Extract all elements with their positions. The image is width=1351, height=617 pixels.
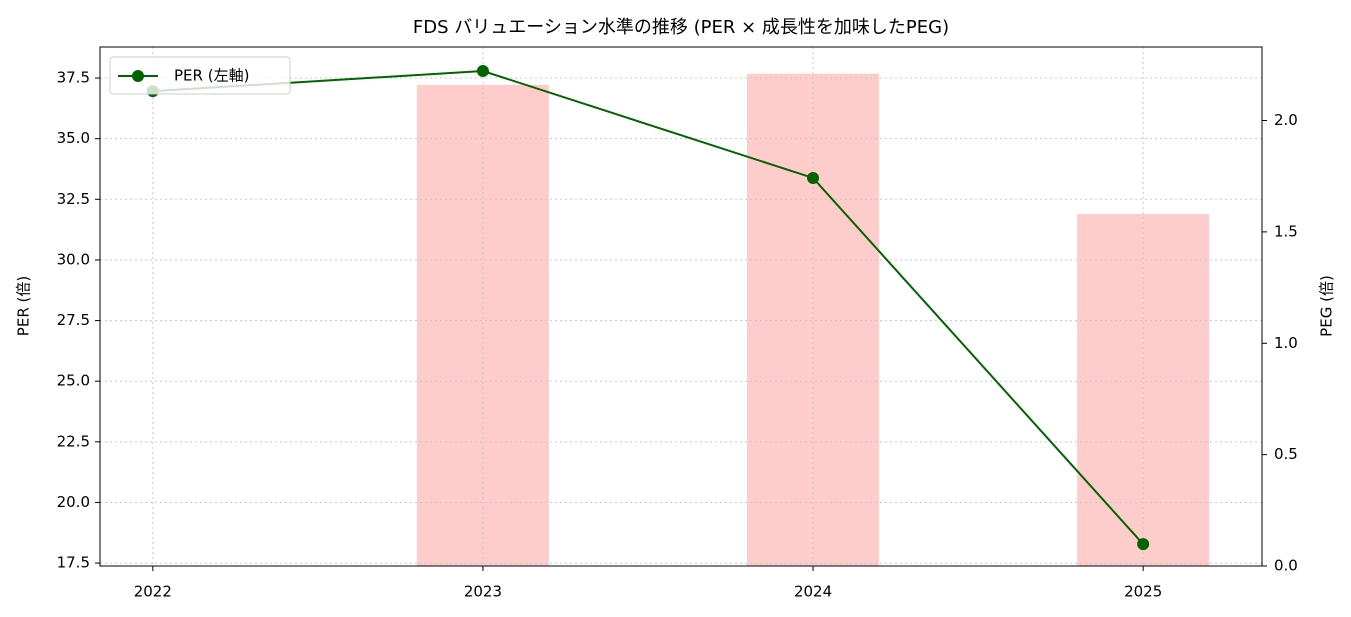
grid-layer — [100, 47, 1262, 566]
y2-tick-label: 1.5 — [1274, 222, 1298, 240]
legend: PER (左軸) — [109, 56, 291, 95]
y-tick-label: 35.0 — [57, 129, 90, 147]
line — [152, 70, 1144, 545]
y-axis-label: PER (倍) — [15, 276, 33, 336]
y-tick-label: 22.5 — [57, 432, 90, 450]
legend-box — [109, 56, 291, 95]
y2-tick-label: 1.0 — [1274, 334, 1298, 352]
chart-title: FDS バリュエーション水準の推移 (PER × 成長性を加味したPEG) — [413, 17, 949, 38]
y2-tick-label: 0.5 — [1274, 445, 1298, 463]
y-tick-label: 25.0 — [57, 372, 90, 390]
y-tick-label: 17.5 — [57, 554, 90, 572]
legend-label: PER (左軸) — [174, 67, 249, 85]
marker — [476, 65, 489, 78]
marker — [807, 171, 820, 184]
x-tick-label: 2023 — [464, 583, 502, 601]
x-tick-label: 2024 — [794, 583, 832, 601]
y-tick-label: 20.0 — [57, 493, 90, 511]
y2-tick-label: 2.0 — [1274, 111, 1298, 129]
y-tick-label: 37.5 — [57, 69, 90, 87]
marker — [1137, 538, 1150, 551]
plot-frame — [99, 46, 1263, 567]
legend-marker — [132, 70, 144, 82]
bar — [416, 84, 549, 567]
line-layer — [146, 65, 1150, 551]
y-tick-label: 27.5 — [57, 311, 90, 329]
y-tick-label: 30.0 — [57, 250, 90, 268]
y2-tick-label: 0.0 — [1274, 557, 1298, 575]
x-tick-label: 2025 — [1124, 583, 1162, 601]
y-tick-label: 32.5 — [57, 190, 90, 208]
bar-layer — [416, 73, 1210, 567]
x-tick-label: 2022 — [134, 583, 172, 601]
y2-axis-label: PEG (倍) — [1318, 275, 1336, 337]
